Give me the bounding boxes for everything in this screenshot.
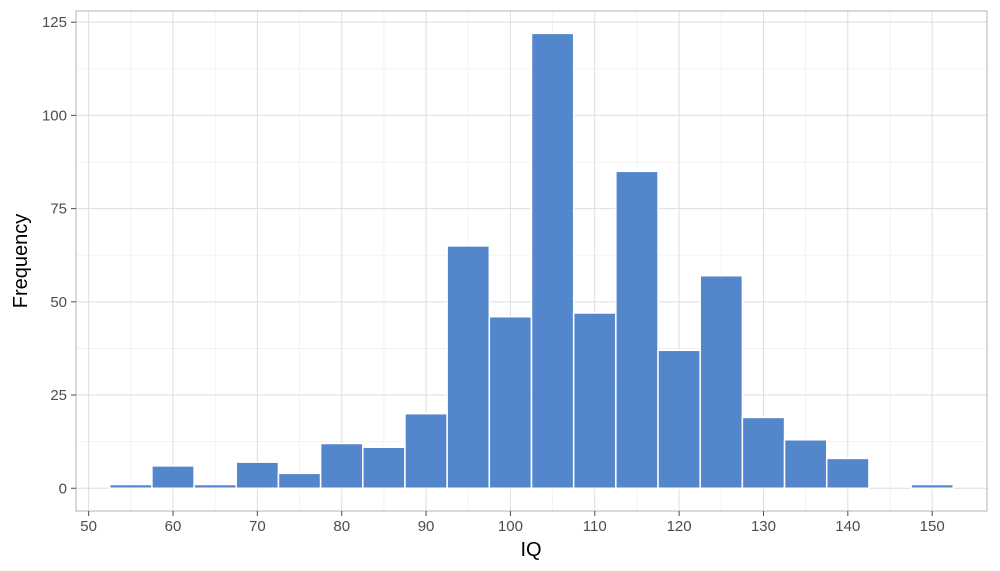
histogram-bar [741,416,786,490]
histogram-bar [572,312,617,490]
plot-panel-border [75,10,988,512]
x-tick-label: 60 [165,518,182,535]
histogram-bar [657,349,701,490]
y-tick-label: 50 [50,294,67,311]
histogram-bar [319,442,364,490]
histogram-bar [446,245,491,490]
x-tick-label: 120 [667,518,692,535]
histogram-bar [783,439,828,490]
y-tick-label: 25 [50,387,67,404]
x-tick-label: 80 [333,518,350,535]
histogram-bar [235,461,280,490]
y-axis-ticks: 0 25 50 75 100 125 [42,14,76,497]
histogram-bar [488,315,533,490]
y-axis-title: Frequency [10,214,32,309]
x-tick-label: 130 [751,518,776,535]
histogram-bar [910,483,955,490]
x-tick-label: 140 [835,518,860,535]
histogram-bar [530,32,575,490]
x-tick-label: 50 [80,518,97,535]
histogram-bar [277,472,322,490]
histogram-bar [699,274,744,490]
x-axis-ticks: 50 60 70 80 90 100 110 120 130 140 150 [80,511,945,535]
y-tick-label: 0 [59,480,67,497]
histogram-bar [362,446,406,490]
y-tick-label: 125 [42,14,67,31]
histogram-bar [825,457,870,490]
histogram-bar [615,170,659,490]
histogram-bar [193,483,238,490]
y-tick-label: 75 [50,201,67,218]
x-axis-title: IQ [520,539,541,561]
histogram-bar [151,465,195,490]
x-tick-label: 70 [249,518,266,535]
x-tick-label: 100 [498,518,523,535]
histogram-bar [404,412,448,490]
histogram-bar [108,483,153,490]
y-tick-label: 100 [42,107,67,124]
x-tick-label: 90 [418,518,435,535]
histogram-bars [108,32,955,490]
x-tick-label: 150 [920,518,945,535]
x-tick-label: 110 [583,518,607,535]
